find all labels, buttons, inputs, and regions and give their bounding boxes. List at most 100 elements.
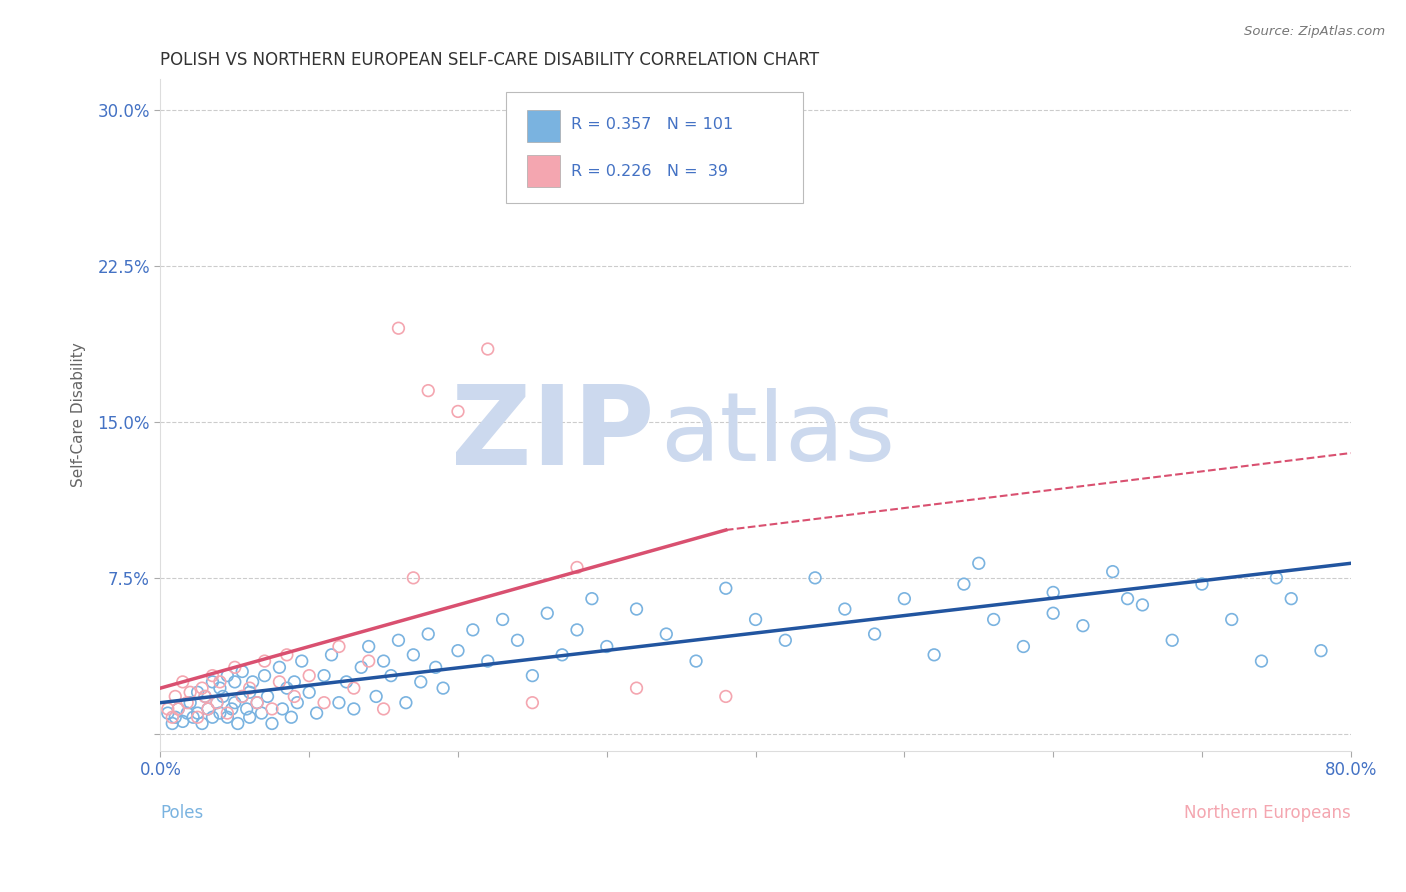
Point	[312, 668, 335, 682]
Point	[179, 685, 201, 699]
Point	[953, 577, 976, 591]
Point	[224, 660, 246, 674]
Point	[506, 633, 529, 648]
Point	[536, 606, 558, 620]
Point	[239, 685, 262, 699]
Text: Poles: Poles	[160, 805, 204, 822]
Point	[626, 602, 648, 616]
FancyBboxPatch shape	[527, 110, 561, 143]
Point	[172, 674, 194, 689]
Point	[432, 681, 454, 695]
Point	[298, 685, 321, 699]
Point	[1101, 565, 1123, 579]
Point	[191, 681, 214, 695]
Point	[221, 702, 243, 716]
Point	[321, 648, 343, 662]
Point	[775, 633, 797, 648]
Point	[834, 602, 856, 616]
Point	[655, 627, 678, 641]
Point	[167, 702, 190, 716]
Point	[565, 560, 588, 574]
Point	[269, 674, 291, 689]
Point	[162, 716, 184, 731]
Point	[1310, 643, 1333, 657]
Point	[276, 681, 298, 695]
Point	[1265, 571, 1288, 585]
Point	[863, 627, 886, 641]
Point	[1042, 606, 1064, 620]
Point	[217, 706, 239, 720]
Point	[983, 612, 1005, 626]
Point	[461, 623, 484, 637]
Point	[298, 668, 321, 682]
Point	[581, 591, 603, 606]
Point	[205, 696, 228, 710]
Point	[165, 710, 187, 724]
Point	[967, 557, 990, 571]
Point	[1161, 633, 1184, 648]
Point	[1012, 640, 1035, 654]
Point	[253, 654, 276, 668]
Point	[187, 685, 209, 699]
Point	[387, 321, 409, 335]
Point	[350, 660, 373, 674]
Point	[409, 674, 432, 689]
Point	[201, 710, 224, 724]
Point	[179, 696, 201, 710]
Point	[491, 612, 513, 626]
Point	[1220, 612, 1243, 626]
Text: atlas: atlas	[661, 388, 896, 481]
Point	[285, 696, 308, 710]
Point	[522, 696, 544, 710]
Text: R = 0.357   N = 101: R = 0.357 N = 101	[571, 117, 734, 132]
Point	[402, 648, 425, 662]
Point	[714, 690, 737, 704]
Text: Northern Europeans: Northern Europeans	[1184, 805, 1351, 822]
Y-axis label: Self-Care Disability: Self-Care Disability	[72, 343, 86, 487]
Point	[366, 690, 388, 704]
Point	[176, 706, 198, 720]
Point	[395, 696, 418, 710]
Point	[283, 690, 305, 704]
Point	[312, 696, 335, 710]
Point	[522, 668, 544, 682]
Point	[224, 674, 246, 689]
Text: R = 0.226   N =  39: R = 0.226 N = 39	[571, 164, 728, 178]
Point	[217, 668, 239, 682]
Point	[187, 710, 209, 724]
Point	[551, 648, 574, 662]
Point	[260, 702, 283, 716]
Point	[425, 660, 447, 674]
Point	[387, 633, 409, 648]
Point	[447, 404, 470, 418]
Point	[1042, 585, 1064, 599]
Point	[250, 706, 273, 720]
Point	[239, 681, 262, 695]
Point	[328, 696, 350, 710]
Point	[1191, 577, 1213, 591]
Point	[380, 668, 402, 682]
Point	[197, 702, 219, 716]
FancyBboxPatch shape	[527, 155, 561, 187]
Point	[477, 342, 499, 356]
Point	[162, 710, 184, 724]
Point	[181, 710, 204, 724]
Point	[714, 581, 737, 595]
Point	[208, 681, 231, 695]
Point	[744, 612, 766, 626]
Point	[335, 674, 357, 689]
Point	[1250, 654, 1272, 668]
Point	[1279, 591, 1302, 606]
Point	[328, 640, 350, 654]
Point	[231, 690, 253, 704]
Point	[418, 384, 440, 398]
Point	[280, 710, 302, 724]
Point	[205, 696, 228, 710]
Point	[893, 591, 915, 606]
Point	[172, 714, 194, 729]
Point	[343, 681, 366, 695]
Point	[231, 690, 253, 704]
Point	[208, 706, 231, 720]
Point	[260, 716, 283, 731]
Point	[246, 696, 269, 710]
